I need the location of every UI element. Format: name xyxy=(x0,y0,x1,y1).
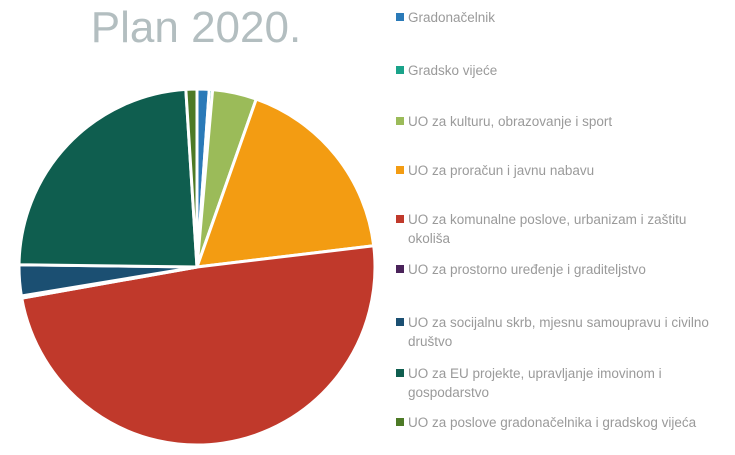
legend-label: UO za prostorno uređenje i graditeljstvo xyxy=(408,262,646,277)
legend-item: UO za komunalne poslove, urbanizam i zaš… xyxy=(396,210,716,248)
legend-label: UO za EU projekte, upravljanje imovinom … xyxy=(408,366,662,400)
pie-slice xyxy=(195,97,376,269)
legend-swatch xyxy=(396,418,404,426)
pie-slice xyxy=(184,87,199,269)
legend-swatch xyxy=(396,13,404,21)
legend-label: UO za poslove gradonačelnika i gradskog … xyxy=(408,415,697,430)
legend-swatch xyxy=(396,215,404,223)
legend-label: UO za kulturu, obrazovanje i sport xyxy=(408,114,613,129)
legend-swatch xyxy=(396,369,404,377)
legend-label: Gradonačelnik xyxy=(408,10,496,25)
legend-label: UO za proračun i javnu nabavu xyxy=(408,163,595,178)
legend-swatch xyxy=(396,117,404,125)
chart-title: Plan 2020. xyxy=(91,3,301,52)
legend-swatch xyxy=(396,318,404,326)
pie-slice xyxy=(20,244,377,447)
legend-item: UO za prostorno uređenje i graditeljstvo xyxy=(396,260,716,279)
legend-label: UO za socijalnu skrb, mjesnu samoupravu … xyxy=(408,315,709,349)
legend-item: Gradsko vijeće xyxy=(396,61,716,80)
legend-swatch xyxy=(396,66,404,74)
legend-label: UO za komunalne poslove, urbanizam i zaš… xyxy=(408,212,687,246)
legend-item: UO za EU projekte, upravljanje imovinom … xyxy=(396,364,716,402)
legend-item: UO za socijalnu skrb, mjesnu samoupravu … xyxy=(396,313,716,351)
legend-item: Gradonačelnik xyxy=(396,8,716,27)
legend-item: UO za poslove gradonačelnika i gradskog … xyxy=(396,413,716,432)
pie-slice xyxy=(17,87,199,269)
legend-label: Gradsko vijeće xyxy=(408,63,498,78)
legend-swatch xyxy=(396,265,404,273)
legend-item: UO za proračun i javnu nabavu xyxy=(396,161,716,180)
legend-item: UO za kulturu, obrazovanje i sport xyxy=(396,112,716,131)
legend-swatch xyxy=(396,166,404,174)
